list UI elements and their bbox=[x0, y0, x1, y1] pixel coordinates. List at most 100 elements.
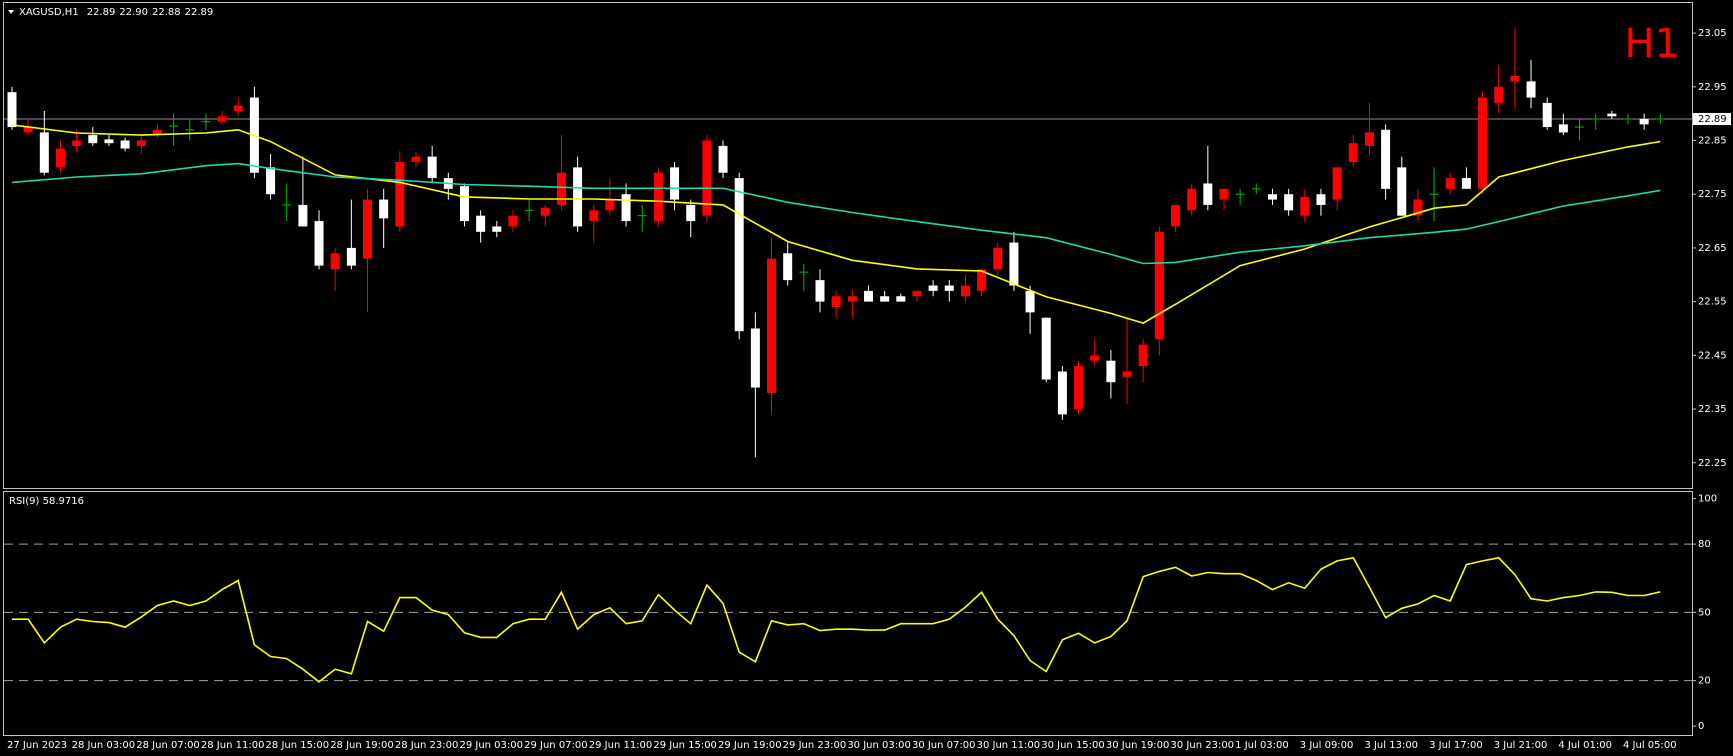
y-tick-label: 22.55 bbox=[1698, 297, 1727, 308]
candle-body bbox=[1090, 355, 1100, 361]
candle bbox=[233, 97, 243, 117]
candle-body bbox=[136, 140, 146, 146]
x-tick-label: 27 Jun 2023 bbox=[7, 740, 67, 751]
candle bbox=[1300, 188, 1310, 222]
x-tick-label: 29 Jun 03:00 bbox=[459, 740, 523, 751]
candle-body bbox=[928, 285, 938, 291]
candle bbox=[863, 285, 873, 302]
candle-body bbox=[815, 280, 825, 302]
candle-body bbox=[233, 105, 243, 111]
candle-body bbox=[411, 156, 421, 162]
candle bbox=[1655, 113, 1665, 125]
y-tick-label: 22.75 bbox=[1698, 189, 1727, 200]
candle-body bbox=[120, 140, 130, 149]
candle-body bbox=[23, 127, 33, 133]
candle-body bbox=[540, 207, 550, 216]
candle bbox=[621, 183, 631, 227]
candle bbox=[1219, 188, 1229, 211]
candle-body bbox=[266, 167, 276, 195]
candle-body bbox=[573, 167, 583, 227]
candle-body bbox=[379, 199, 389, 219]
low-value: 22.88 bbox=[152, 7, 181, 18]
candle bbox=[1478, 92, 1488, 195]
candle bbox=[217, 110, 227, 125]
candle-body bbox=[1267, 194, 1277, 200]
candle-body bbox=[1106, 360, 1116, 383]
x-tick-label: 3 Jul 21:00 bbox=[1494, 740, 1548, 751]
candle-body bbox=[104, 139, 114, 144]
moving-average bbox=[11, 124, 1661, 324]
candle-body bbox=[1332, 167, 1342, 200]
candle-body bbox=[767, 258, 777, 393]
candle-body bbox=[847, 296, 857, 302]
candle bbox=[169, 113, 179, 146]
candle bbox=[573, 156, 583, 232]
candle bbox=[686, 199, 696, 238]
candle bbox=[605, 178, 615, 216]
candle-body bbox=[1284, 194, 1294, 211]
candle bbox=[1575, 119, 1585, 141]
candle bbox=[1203, 145, 1213, 211]
moving-average bbox=[11, 162, 1661, 265]
candle bbox=[1057, 366, 1067, 420]
candle bbox=[411, 151, 421, 168]
candle bbox=[88, 127, 98, 146]
candle bbox=[1510, 27, 1520, 109]
candle-body bbox=[1219, 188, 1229, 200]
candle-body bbox=[912, 290, 922, 297]
y-tick-label: 50 bbox=[1698, 607, 1711, 618]
x-tick-label: 28 Jun 23:00 bbox=[395, 740, 459, 751]
close-value: 22.89 bbox=[185, 7, 214, 18]
candle bbox=[492, 221, 502, 238]
candle-body bbox=[314, 221, 324, 266]
candle-body bbox=[1639, 119, 1649, 125]
candle-body bbox=[1526, 81, 1536, 98]
x-tick-label: 30 Jun 15:00 bbox=[1041, 740, 1105, 751]
candle bbox=[476, 210, 486, 243]
y-tick-label: 23.05 bbox=[1698, 28, 1727, 39]
candle-body bbox=[783, 253, 793, 281]
candle-body bbox=[1542, 102, 1552, 128]
candle bbox=[1235, 188, 1245, 205]
candle-body bbox=[621, 194, 631, 222]
menu-arrow[interactable] bbox=[8, 10, 14, 14]
candle bbox=[540, 204, 550, 227]
candle bbox=[39, 110, 49, 176]
candle-body bbox=[1025, 290, 1035, 313]
x-tick-label: 30 Jun 11:00 bbox=[977, 740, 1041, 751]
candle bbox=[896, 293, 906, 302]
x-tick-label: 29 Jun 07:00 bbox=[524, 740, 588, 751]
candle-body bbox=[1348, 143, 1358, 162]
x-tick-label: 3 Jul 09:00 bbox=[1300, 740, 1354, 751]
rsi-panel-frame bbox=[3, 491, 1693, 736]
candle-body bbox=[492, 226, 502, 232]
candle bbox=[944, 280, 954, 302]
candle bbox=[1009, 231, 1019, 291]
candle bbox=[1429, 167, 1439, 222]
candle-body bbox=[1203, 183, 1213, 205]
x-tick-label: 28 Jun 19:00 bbox=[330, 740, 394, 751]
x-tick-label: 3 Jul 17:00 bbox=[1429, 740, 1483, 751]
candle bbox=[1591, 113, 1601, 130]
candle bbox=[1623, 113, 1633, 125]
candle-body bbox=[1187, 188, 1197, 211]
candle-body bbox=[476, 215, 486, 232]
candle bbox=[1251, 183, 1261, 195]
candle bbox=[960, 274, 970, 302]
x-tick-label: 4 Jul 01:00 bbox=[1558, 740, 1612, 751]
candle bbox=[1526, 59, 1536, 109]
candle-body bbox=[1461, 178, 1471, 189]
x-tick-label: 3 Jul 13:00 bbox=[1364, 740, 1418, 751]
candle-body bbox=[459, 186, 469, 222]
chart-header: XAGUSD,H1 22.89 22.90 22.88 22.89 bbox=[19, 7, 213, 18]
x-tick-label: 29 Jun 19:00 bbox=[718, 740, 782, 751]
x-tick-label: 30 Jun 07:00 bbox=[912, 740, 976, 751]
candle bbox=[718, 140, 728, 179]
candle bbox=[508, 210, 518, 232]
candle-body bbox=[1478, 97, 1488, 189]
candle-body bbox=[750, 328, 760, 388]
candle bbox=[136, 135, 146, 154]
candle bbox=[1154, 226, 1164, 356]
